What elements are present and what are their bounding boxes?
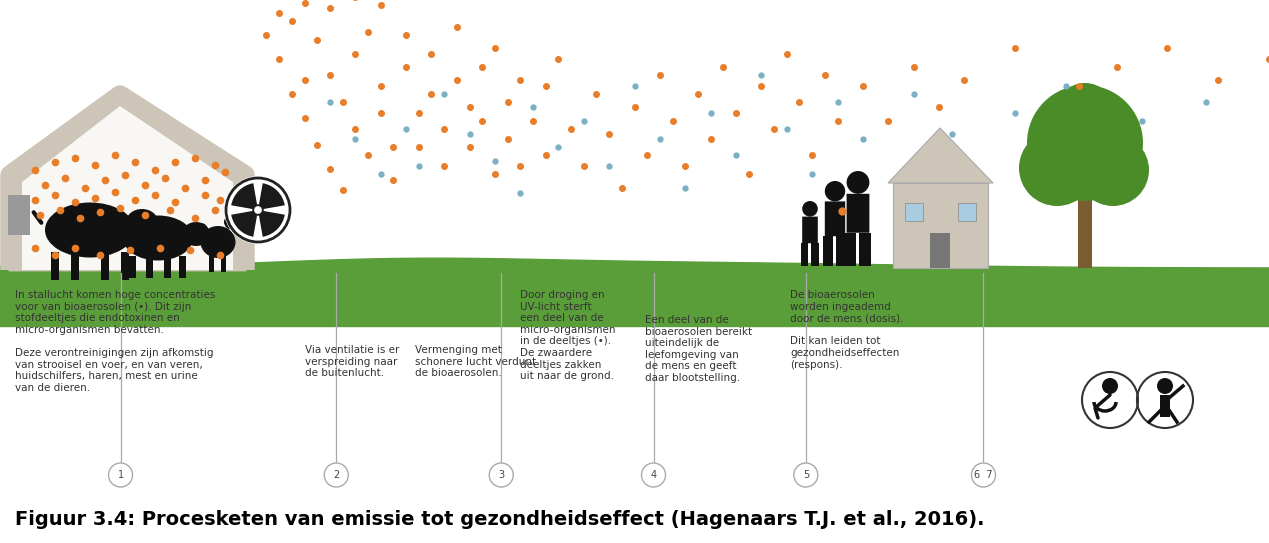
Ellipse shape (201, 226, 236, 258)
Ellipse shape (44, 203, 135, 257)
Polygon shape (30, 135, 240, 270)
Bar (221, 256, 226, 272)
Text: 6  7: 6 7 (975, 470, 992, 480)
FancyBboxPatch shape (846, 194, 869, 233)
Bar (0, 0, 1269, 268)
Text: 4: 4 (651, 470, 656, 480)
Text: In stallucht komen hoge concentraties
voor van bioaerosolen (•). Dit zijn
stofde: In stallucht komen hoge concentraties vo… (15, 290, 216, 393)
Circle shape (1077, 134, 1148, 206)
Text: Door droging en
UV-licht sterft
een deel van de
micro-organismen
in de deeltjes : Door droging en UV-licht sterft een deel… (520, 290, 615, 381)
Circle shape (825, 181, 845, 201)
Circle shape (642, 463, 665, 487)
Text: 1: 1 (118, 470, 123, 480)
Ellipse shape (126, 209, 159, 235)
Bar (102, 252, 109, 280)
Polygon shape (888, 128, 994, 183)
Circle shape (1019, 130, 1095, 206)
Bar (844, 233, 855, 266)
Bar (958, 203, 976, 221)
Ellipse shape (123, 216, 193, 261)
FancyBboxPatch shape (825, 201, 845, 236)
Text: Via ventilatie is er
verspreiding naar
de buitenlucht.: Via ventilatie is er verspreiding naar d… (305, 345, 400, 378)
Bar (1077, 198, 1093, 268)
Text: Een deel van de
bioaerosolen bereikt
uiteindelijk de
leefomgeving van
de mens en: Een deel van de bioaerosolen bereikt uit… (645, 315, 753, 383)
Polygon shape (8, 195, 30, 235)
FancyBboxPatch shape (802, 217, 817, 243)
Ellipse shape (225, 214, 242, 230)
Bar (801, 243, 808, 266)
Text: De bioaerosolen
worden ingeademd
door de mens (dosis).

Dit kan leiden tot
gezon: De bioaerosolen worden ingeademd door de… (791, 290, 904, 370)
Circle shape (794, 463, 817, 487)
Circle shape (325, 463, 348, 487)
Circle shape (1032, 95, 1101, 165)
Bar (121, 252, 129, 280)
Circle shape (253, 204, 264, 216)
Ellipse shape (181, 222, 209, 246)
FancyArrowPatch shape (34, 212, 42, 223)
Bar (179, 256, 187, 278)
Bar (146, 256, 154, 278)
Bar (905, 203, 923, 221)
Wedge shape (258, 183, 284, 210)
Circle shape (109, 463, 132, 487)
Wedge shape (231, 183, 258, 210)
Circle shape (802, 201, 817, 217)
Polygon shape (22, 106, 233, 270)
Text: 5: 5 (803, 470, 808, 480)
Bar (859, 233, 871, 266)
Circle shape (972, 463, 995, 487)
Circle shape (1055, 83, 1115, 143)
Ellipse shape (193, 223, 208, 244)
Circle shape (1027, 85, 1143, 201)
Bar (164, 256, 171, 278)
Wedge shape (231, 210, 258, 237)
Polygon shape (10, 95, 245, 270)
Text: Figuur 3.4: Procesketen van emissie tot gezondheidseffect (Hagenaars T.J. et al.: Figuur 3.4: Procesketen van emissie tot … (15, 510, 985, 529)
Bar (836, 236, 846, 266)
Bar (930, 233, 950, 268)
Text: 2: 2 (334, 470, 339, 480)
Circle shape (1157, 378, 1173, 394)
Bar (209, 256, 214, 272)
Circle shape (490, 463, 513, 487)
Bar (811, 243, 819, 266)
Bar (893, 183, 989, 268)
Bar (51, 252, 58, 280)
Circle shape (225, 176, 292, 244)
Bar (822, 236, 832, 266)
Bar (71, 252, 79, 280)
Bar (1160, 395, 1170, 417)
Circle shape (846, 171, 869, 194)
Wedge shape (258, 210, 284, 237)
Circle shape (1101, 378, 1118, 394)
Text: 3: 3 (499, 470, 504, 480)
Circle shape (254, 206, 261, 214)
Text: Vermenging met
schonere lucht verdunt
de bioaerosolen.: Vermenging met schonere lucht verdunt de… (415, 345, 536, 378)
Circle shape (1071, 96, 1134, 160)
Bar (129, 256, 136, 278)
